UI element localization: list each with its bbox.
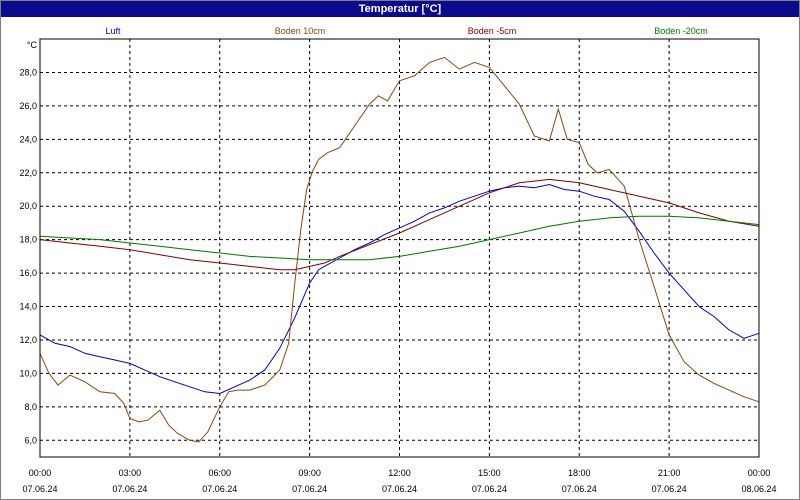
x-tick-time: 03:00 [119,468,142,478]
x-tick-date: 07.06.24 [562,484,597,494]
y-tick-label: 14,0 [19,302,37,312]
series-line-2 [39,56,760,443]
y-axis-label: °C [27,40,38,50]
plot-border [39,38,760,458]
x-tick-time: 12:00 [388,468,411,478]
x-tick-time: 21:00 [658,468,681,478]
x-tick-date: 08.06.24 [741,484,776,494]
y-tick-label: 26,0 [19,101,37,111]
y-tick-label: 22,0 [19,168,37,178]
x-tick-date: 07.06.24 [202,484,237,494]
x-tick-time: 00:00 [748,468,771,478]
legend-label-4: Boden -20cm [654,26,708,36]
x-tick-time: 00:00 [29,468,52,478]
legend: Luft Boden 10cm Boden -5cm Boden -20cm [105,26,707,36]
y-tick-label: 12,0 [19,335,37,345]
x-tick-time: 18:00 [568,468,591,478]
series-line-4 [39,215,760,261]
y-tick-label: 10,0 [19,368,37,378]
x-tick-date: 07.06.24 [292,484,327,494]
y-tick-label: 18,0 [19,235,37,245]
legend-label-3: Boden -5cm [468,26,517,36]
y-tick-label: 8,0 [24,402,37,412]
x-tick-date: 07.06.24 [112,484,147,494]
y-tick-label: 16,0 [19,268,37,278]
x-tick-date: 07.06.24 [382,484,417,494]
legend-label-2: Boden 10cm [275,26,326,36]
series-line-3 [39,178,760,271]
y-tick-label: 24,0 [19,134,37,144]
label-layer: 6,0 8,0 10,0 12,0 14,0 16,0 18,0 20,0 22,0 24,0 26… [19,40,776,494]
x-tick-date: 07.06.24 [652,484,687,494]
grid [40,39,759,457]
y-tick-label: 28,0 [19,67,37,77]
series-layer [39,56,760,443]
x-tick-time: 15:00 [478,468,501,478]
series-line-1 [39,183,760,395]
chart-title: Temperatur [°C] [1,1,799,17]
y-tick-label: 20,0 [19,201,37,211]
x-tick-date: 07.06.24 [22,484,57,494]
legend-label-1: Luft [105,26,121,36]
x-tick-date: 07.06.24 [472,484,507,494]
x-tick-time: 09:00 [298,468,321,478]
x-tick-time: 06:00 [208,468,231,478]
y-tick-label: 6,0 [24,435,37,445]
